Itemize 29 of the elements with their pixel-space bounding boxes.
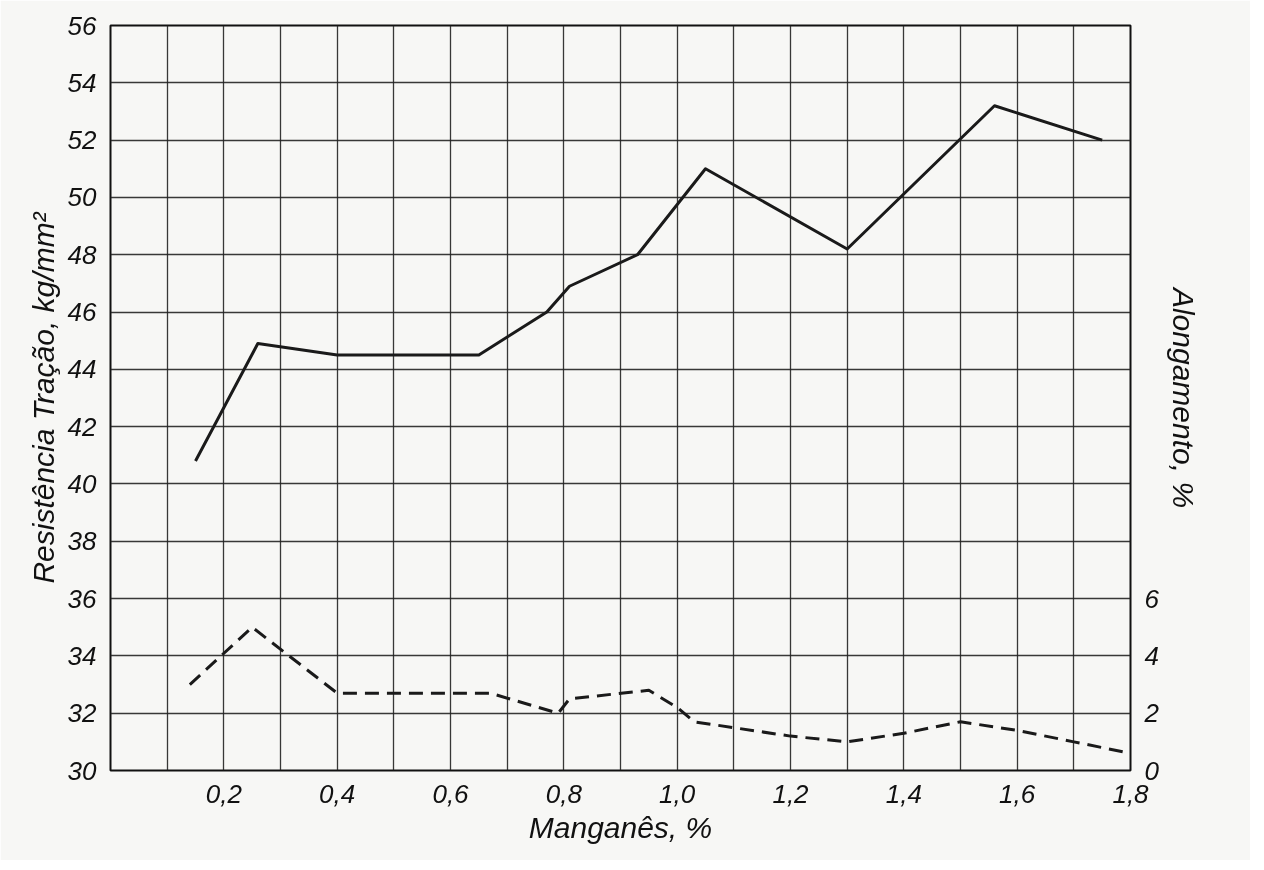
y-tick-label: 38 [67,526,98,557]
y2-tick-label: 0 [1144,755,1160,786]
y-tick-label: 50 [67,182,98,213]
y-tick-label: 52 [67,125,98,156]
x-tick-label: 1,2 [772,778,810,809]
x-tick-label: 1,0 [659,778,696,809]
x-tick-label: 0,4 [319,778,356,809]
y-tick-label: 42 [67,411,98,442]
y2-tick-label: 6 [1144,583,1160,614]
x-tick-label: 0,8 [545,778,583,809]
y2-axis-title: Alongamento, % [1166,285,1200,509]
x-tick-label: 1,4 [885,778,922,809]
y-tick-label: 54 [67,67,97,98]
x-tick-label: 0,2 [205,778,243,809]
y-axis-title: Resistência Tração, kg/mm² [26,211,60,584]
y-tick-label: 40 [67,468,98,499]
y2-tick-label: 4 [1144,640,1159,671]
y-tick-label: 34 [67,640,97,671]
y-tick-label: 36 [67,583,98,614]
y-tick-label: 44 [67,354,97,385]
y-tick-label: 30 [67,755,98,786]
y-tick-label: 48 [67,239,98,270]
y-tick-label: 56 [67,10,98,41]
x-tick-label: 1,6 [999,778,1036,809]
x-tick-label: 0,6 [432,778,470,809]
y-tick-label: 46 [67,297,98,328]
x-axis-title: Manganês, % [528,810,713,844]
y2-tick-label: 2 [1143,698,1160,729]
y-tick-label: 32 [67,698,98,729]
